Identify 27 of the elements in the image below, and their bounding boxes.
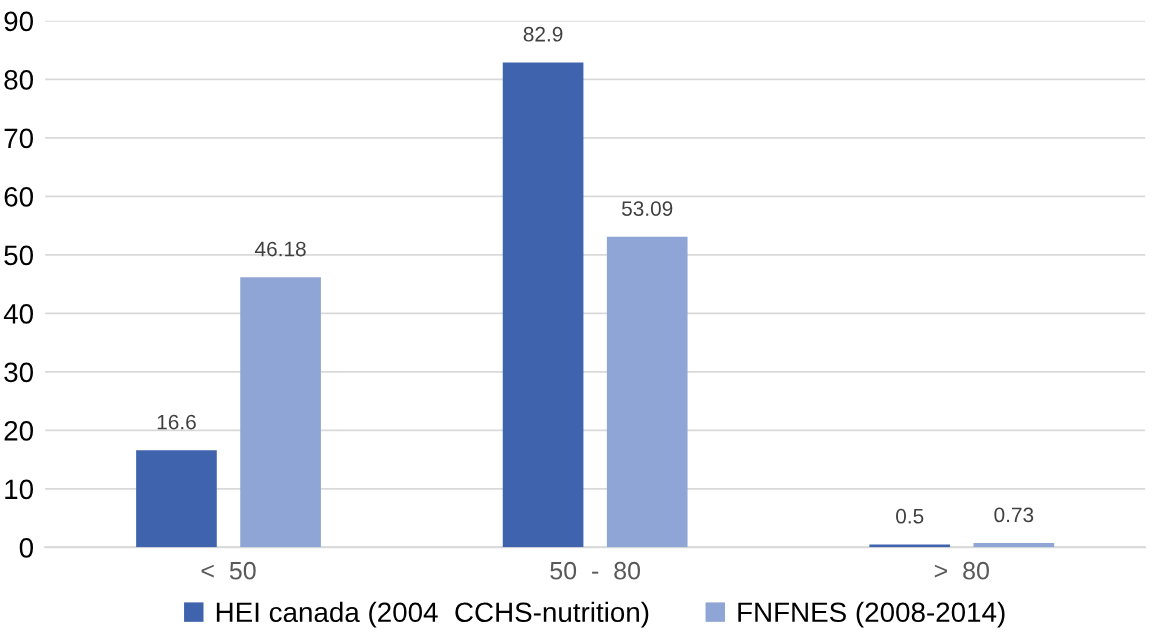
y-tick-label: 60	[4, 187, 34, 207]
data-label: 0.5	[896, 508, 924, 524]
data-label: 46.18	[254, 241, 306, 257]
bar	[136, 450, 217, 548]
data-label: 82.9	[523, 26, 563, 42]
x-tick-label: > 80	[934, 561, 989, 580]
legend-label: FNFNES (2008-2014)	[738, 601, 1005, 628]
x-tick-label: 50 - 80	[550, 561, 641, 580]
y-tick-label: 40	[3, 304, 34, 324]
bar	[240, 277, 321, 548]
y-tick-label: 70	[4, 128, 34, 149]
data-label: 53.09	[621, 201, 673, 216]
y-tick-label: 20	[4, 420, 34, 441]
x-tick-label: < 50	[201, 561, 256, 580]
y-tick-label: 90	[4, 11, 34, 32]
y-tick-label: 80	[4, 70, 34, 90]
legend-label: HEI canada (2004 CCHS-nutrition)	[216, 601, 649, 628]
data-label: 16.6	[157, 414, 196, 430]
y-tick-label: 30	[4, 362, 34, 383]
y-tick-label: 10	[5, 479, 34, 500]
bar	[973, 543, 1055, 548]
bar	[869, 544, 951, 548]
data-label: 0.73	[994, 507, 1034, 523]
bar	[502, 62, 584, 548]
y-tick-label: 0	[19, 537, 33, 558]
bar	[606, 236, 688, 548]
y-tick-label: 50	[4, 245, 34, 266]
